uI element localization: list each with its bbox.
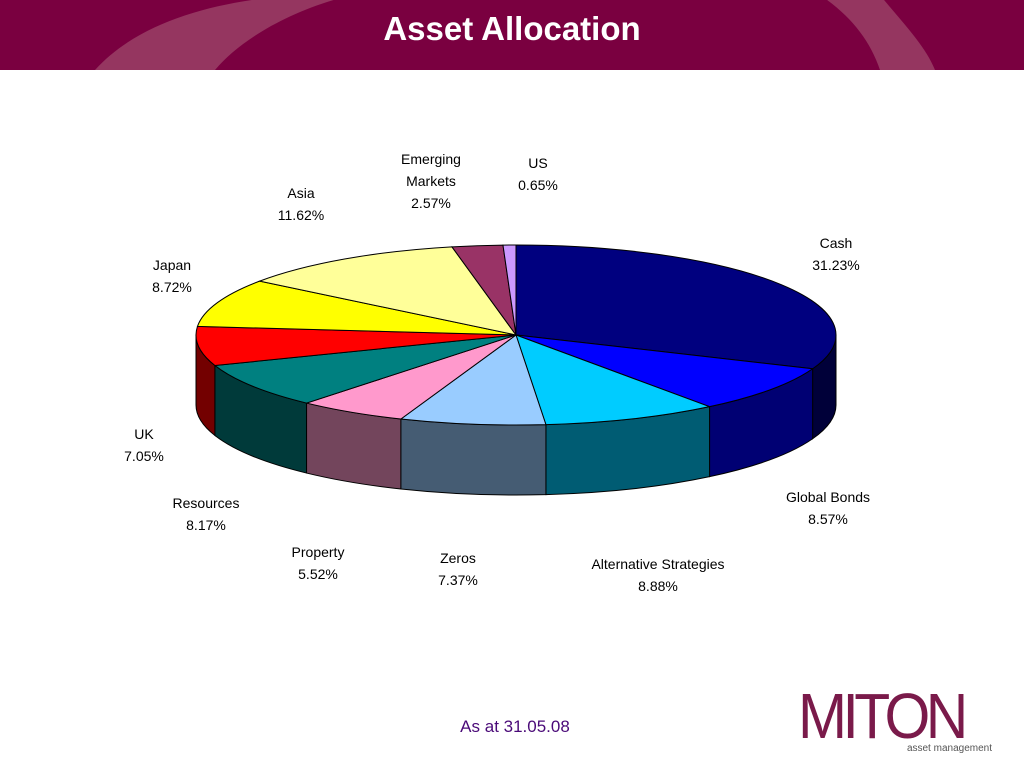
data-label-emerging-markets: Emerging Markets 2.57% [401,151,461,211]
pie-slice-japan [196,280,517,336]
pie-slice-resources [213,334,517,404]
page-title: Asset Allocation [383,10,641,47]
data-label-us: US 0.65% [518,155,558,193]
data-label-resources: Resources 8.17% [173,495,240,533]
pie-side-zeros [400,418,547,496]
pie-slice-global-bonds [515,334,814,408]
title-bar: Asset Allocation [0,0,1024,70]
data-label-cash: Cash 31.23% [812,235,859,273]
data-label-property: Property 5.52% [292,544,345,582]
pie-chart: Cash 31.23% Global Bonds 8.57% Alternative S… [124,151,870,594]
logo-subtitle: asset management [906,743,992,754]
pie-slice-zeros [399,334,547,426]
pie-slice-asia [257,246,518,336]
as-at-date: As at 31.05.08 [460,717,570,736]
data-label-asia: Asia 11.62% [278,185,324,223]
pie-slice-us [502,244,517,336]
data-label-japan: Japan 8.72% [152,257,192,295]
miton-logo: MITON asset management [798,684,994,756]
data-label-zeros: Zeros 7.37% [438,550,478,588]
pie-slice-cash [515,244,837,370]
pie-slice-uk [195,325,517,367]
pie-slice-alternative-strategies [515,334,712,426]
data-label-global-bonds: Global Bonds 8.57% [786,489,870,527]
data-label-uk: UK 7.05% [124,426,164,464]
logo-wordmark: MITON [798,680,968,752]
data-label-alternative-strategies: Alternative Strategies 8.88% [591,556,724,594]
header-decoration [95,0,935,70]
